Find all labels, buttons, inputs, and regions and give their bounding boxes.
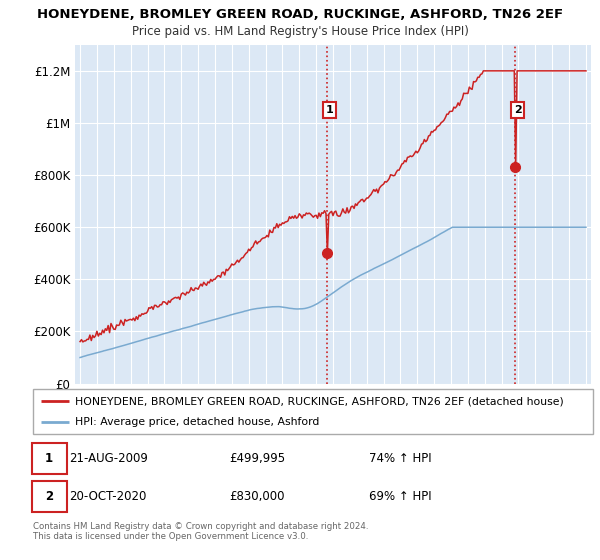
Text: Contains HM Land Registry data © Crown copyright and database right 2024.
This d: Contains HM Land Registry data © Crown c… xyxy=(33,522,368,542)
Text: £830,000: £830,000 xyxy=(229,489,284,502)
FancyBboxPatch shape xyxy=(32,480,67,511)
Text: 74% ↑ HPI: 74% ↑ HPI xyxy=(369,452,431,465)
Text: 69% ↑ HPI: 69% ↑ HPI xyxy=(369,489,431,502)
Text: £499,995: £499,995 xyxy=(229,452,285,465)
Text: HONEYDENE, BROMLEY GREEN ROAD, RUCKINGE, ASHFORD, TN26 2EF: HONEYDENE, BROMLEY GREEN ROAD, RUCKINGE,… xyxy=(37,8,563,21)
Text: HPI: Average price, detached house, Ashford: HPI: Average price, detached house, Ashf… xyxy=(75,417,319,427)
Text: 2: 2 xyxy=(45,489,53,502)
Text: 20-OCT-2020: 20-OCT-2020 xyxy=(70,489,147,502)
Text: Price paid vs. HM Land Registry's House Price Index (HPI): Price paid vs. HM Land Registry's House … xyxy=(131,25,469,38)
Text: 1: 1 xyxy=(326,105,334,115)
FancyBboxPatch shape xyxy=(32,444,67,474)
Text: 21-AUG-2009: 21-AUG-2009 xyxy=(70,452,148,465)
Text: 2: 2 xyxy=(514,105,521,115)
Text: HONEYDENE, BROMLEY GREEN ROAD, RUCKINGE, ASHFORD, TN26 2EF (detached house): HONEYDENE, BROMLEY GREEN ROAD, RUCKINGE,… xyxy=(75,396,564,407)
Text: 1: 1 xyxy=(45,452,53,465)
